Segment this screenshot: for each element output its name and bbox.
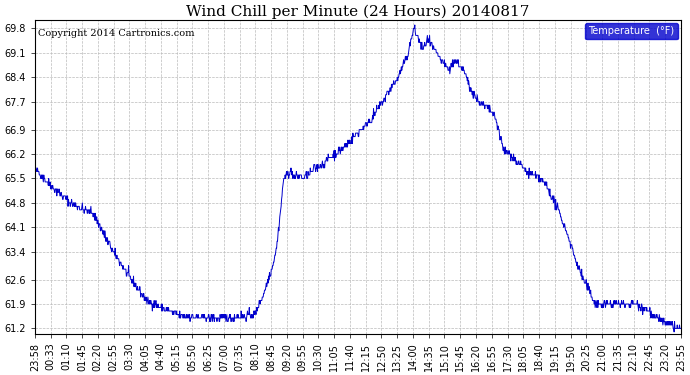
Legend: Temperature  (°F): Temperature (°F) [585,22,678,39]
Text: Copyright 2014 Cartronics.com: Copyright 2014 Cartronics.com [38,29,195,38]
Title: Wind Chill per Minute (24 Hours) 20140817: Wind Chill per Minute (24 Hours) 2014081… [186,4,529,18]
